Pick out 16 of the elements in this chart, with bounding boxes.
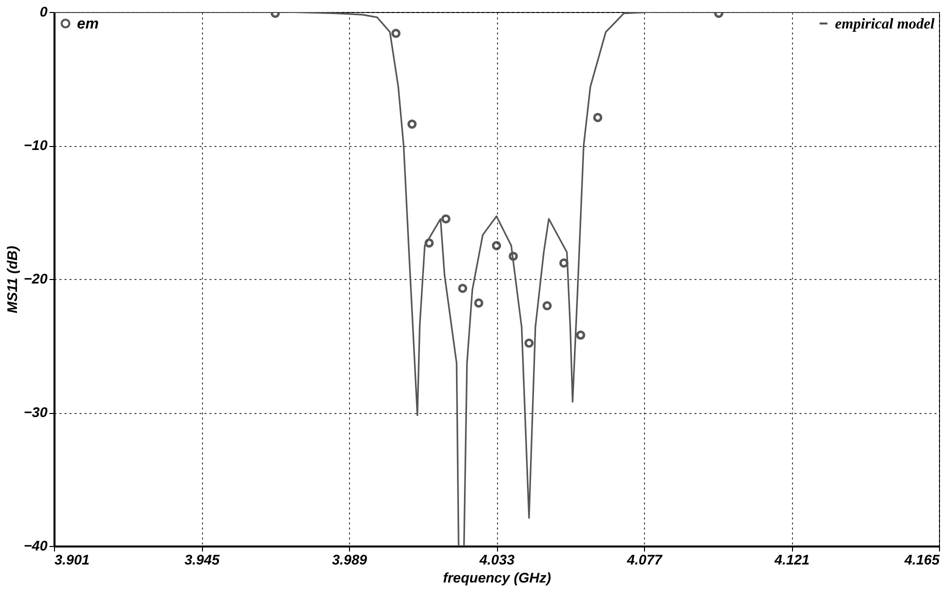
x-tick-label: 3.901 (54, 552, 90, 568)
y-tick-label: −20 (24, 270, 48, 286)
x-tick-label: 4.077 (626, 552, 664, 568)
y-axis-title: MS11 (dB) (4, 245, 20, 314)
x-tick-label: 3.989 (332, 552, 368, 568)
y-tick-label: 0 (40, 4, 48, 20)
x-tick-label: 3.945 (184, 552, 220, 568)
x-tick-label: 4.033 (478, 552, 515, 568)
x-axis-title: frequency (GHz) (442, 570, 552, 586)
y-tick-label: −10 (24, 137, 48, 153)
legend-label: em (77, 16, 99, 32)
y-tick-label: −40 (24, 538, 48, 554)
x-tick-label: 4.165 (903, 552, 940, 568)
legend-label: empirical model (835, 16, 936, 32)
y-tick-label: −30 (24, 404, 48, 420)
x-tick-label: 4.121 (773, 552, 810, 568)
